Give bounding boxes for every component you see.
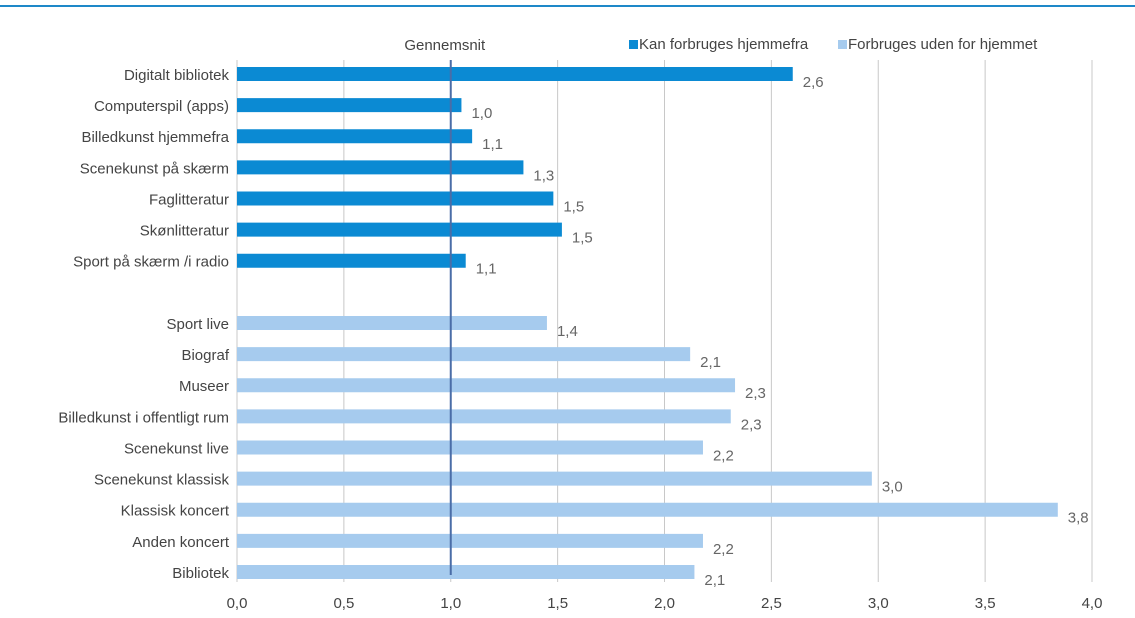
average-label: Gennemsnit [404,37,486,54]
bar [237,98,462,113]
y-tick-label: Digitalt bibliotek [124,67,230,84]
bar [237,378,736,393]
legend-swatch [629,40,638,49]
value-label: 2,1 [704,572,725,589]
y-tick-label: Scenekunst på skærm [80,160,229,177]
value-label: 3,8 [1068,510,1089,527]
x-tick-label: 3,5 [975,595,996,612]
bar [237,347,691,362]
value-label: 2,2 [713,447,734,464]
y-tick-label: Billedkunst i offentligt rum [58,409,229,426]
y-tick-label: Klassisk koncert [121,503,230,520]
x-tick-label: 0,5 [333,595,354,612]
x-tick-label: 3,0 [868,595,889,612]
bar [237,160,524,175]
value-label: 1,4 [557,323,578,340]
value-label: 1,5 [572,230,593,247]
y-tick-label: Anden koncert [132,534,230,551]
bar [237,316,547,330]
y-tick-label: Biograf [181,347,229,364]
legend-label: Kan forbruges hjemmefra [639,36,809,53]
legend-swatch [838,40,847,49]
y-tick-label: Skønlitteratur [140,223,229,240]
bar [237,67,793,81]
bar [237,533,703,548]
value-label: 1,5 [563,198,584,215]
x-tick-label: 4,0 [1082,595,1103,612]
value-label: 3,0 [882,479,903,496]
y-tick-label: Sport live [166,316,229,333]
x-tick-label: 1,5 [547,595,568,612]
value-label: 1,1 [482,136,503,153]
x-tick-label: 1,0 [440,595,461,612]
bar [237,502,1058,517]
legend-label: Forbruges uden for hjemmet [848,36,1038,53]
y-tick-label: Faglitteratur [149,191,229,208]
value-label: 1,0 [471,105,492,122]
x-tick-label: 2,5 [761,595,782,612]
bar [237,222,562,237]
y-tick-label: Billedkunst hjemmefra [81,129,229,146]
bar [237,191,554,206]
bar [237,440,703,455]
bar [237,409,731,424]
y-tick-label: Scenekunst live [124,440,229,457]
y-tick-label: Bibliotek [172,565,229,582]
value-label: 2,6 [803,74,824,91]
y-tick-label: Scenekunst klassisk [94,472,230,489]
x-tick-label: 2,0 [654,595,675,612]
x-tick-label: 0,0 [227,595,248,612]
value-label: 2,1 [700,354,721,371]
value-label: 2,3 [741,416,762,433]
y-tick-label: Sport på skærm /i radio [73,254,229,271]
y-tick-label: Museer [179,378,229,395]
value-label: 2,2 [713,541,734,558]
value-label: 1,3 [533,167,554,184]
bar [237,129,473,144]
value-label: 1,1 [476,261,497,278]
y-tick-label: Computerspil (apps) [94,98,229,115]
bar [237,471,872,486]
bar [237,253,466,268]
bar [237,565,695,579]
value-label: 2,3 [745,385,766,402]
